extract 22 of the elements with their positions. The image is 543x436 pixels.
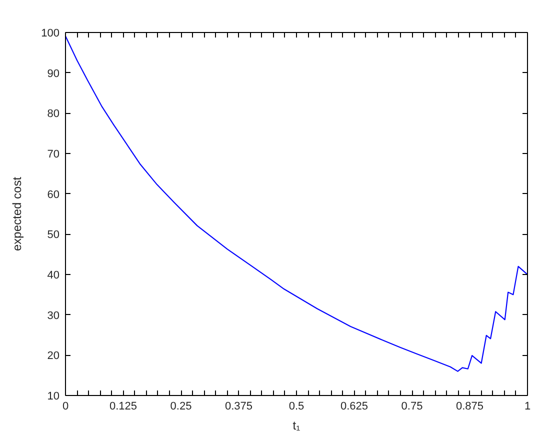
y-tick-label: 50 [47,229,60,242]
line-series [66,36,528,372]
y-tick-label: 70 [47,148,60,160]
y-tick-label: 80 [47,108,60,120]
x-tick-label: 0.625 [340,400,368,412]
y-tick-label: 10 [47,390,60,402]
y-tick-label: 90 [47,68,60,80]
x-tick-label: 0.25 [170,400,192,412]
y-tick-label: 100 [41,28,60,40]
y-tick-label: 20 [47,350,60,362]
y-tick-label: 60 [47,188,60,201]
x-tick-label: 0 [62,400,69,412]
x-tick-label: 0.75 [401,400,423,412]
y-tick-label: 30 [47,310,60,322]
x-axis-title: t₁ [292,418,300,432]
x-tick-label: 0.5 [288,400,304,412]
x-tick-label: 0.125 [109,400,138,412]
y-tick-label: 40 [47,270,60,282]
x-tick-label: 0.875 [456,400,484,412]
x-tick-label: 1 [524,400,531,412]
x-tick-label: 0.375 [224,400,253,412]
y-axis-title: expected cost [10,176,24,252]
